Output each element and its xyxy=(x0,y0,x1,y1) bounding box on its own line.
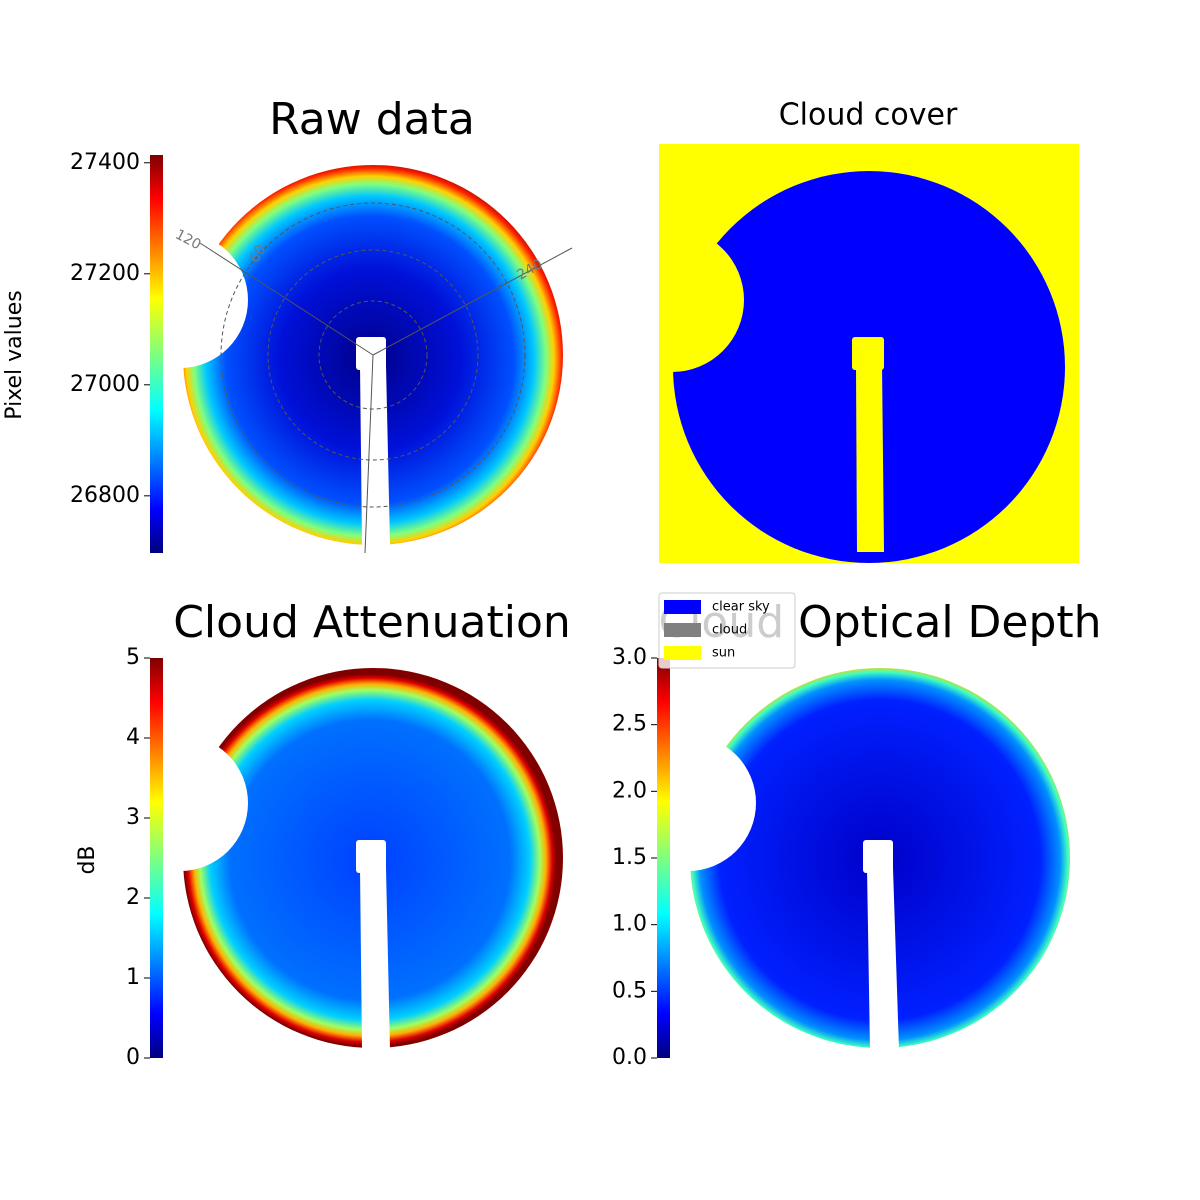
sky-image xyxy=(680,660,1080,1060)
tick-label: 2.5 xyxy=(612,712,647,737)
tick-label: 1.0 xyxy=(612,912,647,937)
legend-label: cloud xyxy=(712,623,747,638)
sky-image xyxy=(170,160,570,560)
colorbar-label: dB xyxy=(75,845,100,874)
colorbar xyxy=(150,155,163,553)
tick-label: 2.0 xyxy=(612,778,647,803)
legend-label: clear sky xyxy=(712,600,770,615)
panel-title: Raw data xyxy=(269,94,475,145)
tick-label: 4 xyxy=(126,725,140,750)
tick-label: 0.0 xyxy=(612,1045,647,1070)
tick-label: 27200 xyxy=(70,261,140,286)
tick-label: 3.0 xyxy=(612,645,647,670)
colorbar-label: Pixel values xyxy=(2,290,27,419)
tick-label: 3 xyxy=(126,805,140,830)
tick-label: 27400 xyxy=(70,150,140,175)
polar-lines xyxy=(199,242,573,554)
panel-title: Cloud cover xyxy=(779,98,958,133)
tick-label: 0.5 xyxy=(612,978,647,1003)
tick-label: 1.5 xyxy=(612,845,647,870)
legend-swatch xyxy=(664,646,701,660)
legend-swatch xyxy=(664,600,701,614)
tick-label: 1 xyxy=(126,965,140,990)
cloud-mask-image xyxy=(659,144,1079,563)
tick-label: 0 xyxy=(126,1045,140,1070)
polar-grid xyxy=(220,202,526,508)
polar-label: 60 xyxy=(247,242,270,265)
tick-label: 27000 xyxy=(70,372,140,397)
tick-label: 26800 xyxy=(70,483,140,508)
legend-label: sun xyxy=(712,646,735,661)
tick-label: 5 xyxy=(126,645,140,670)
sky-image xyxy=(170,660,570,1060)
colorbar xyxy=(150,658,163,1058)
tick-label: 2 xyxy=(126,885,140,910)
legend: clear sky cloud sun xyxy=(658,592,796,669)
panel-title: Cloud Attenuation xyxy=(173,597,571,648)
legend-swatch xyxy=(664,623,701,637)
colorbar xyxy=(657,658,670,1058)
